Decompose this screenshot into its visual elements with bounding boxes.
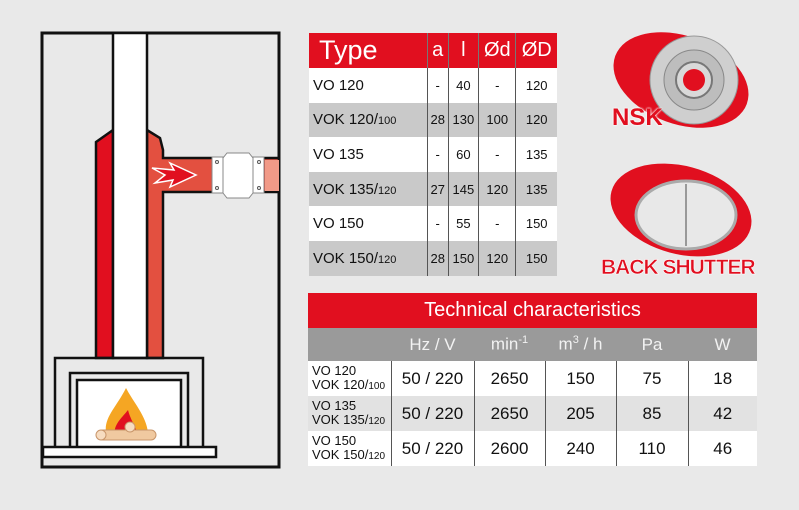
d-large-cell: 135 — [515, 171, 557, 207]
header-d-large: ØD — [515, 33, 557, 68]
d-large-cell: 135 — [515, 137, 557, 172]
table-row: VOK 135/120 27 145 120 135 — [309, 171, 557, 207]
header-a: a — [426, 33, 449, 68]
type-cell: VO 120 — [309, 68, 428, 103]
model-cell: VO 150 VOK 150/120 — [308, 431, 391, 466]
type-cell: VOK 135/120 — [309, 171, 428, 207]
l-cell: 40 — [447, 68, 479, 103]
l-cell: 150 — [447, 240, 479, 276]
hz-v-cell: 50 / 220 — [390, 361, 474, 396]
header-power: W — [688, 328, 757, 361]
l-cell: 55 — [447, 206, 479, 241]
flow-cell: 150 — [544, 361, 616, 396]
dimensions-table: Type a l Ød ØD VO 120 - 40 - 120 VOK 120/… — [309, 33, 557, 276]
table-header: Type a l Ød ØD — [309, 33, 557, 68]
flow-cell: 240 — [544, 431, 616, 466]
model-cell: VO 120 VOK 120/100 — [308, 361, 391, 396]
l-cell: 145 — [447, 171, 479, 207]
technical-table: Technical characteristics Hz / V min-1 m… — [308, 293, 757, 466]
header-type: Type — [309, 33, 428, 68]
d-small-cell: - — [478, 137, 516, 172]
l-cell: 60 — [447, 137, 479, 172]
flow-cell: 205 — [544, 396, 616, 431]
table-row: VOK 150/120 28 150 120 150 — [309, 240, 557, 276]
d-small-cell: 120 — [478, 171, 516, 207]
chimney-fan-diagram — [40, 31, 281, 469]
l-cell: 130 — [447, 102, 479, 138]
table-row: VO 150 VOK 150/120 50 / 220 2600 240 110 … — [308, 431, 757, 466]
logs-icon — [95, 421, 157, 441]
model-cell: VO 135 VOK 135/120 — [308, 396, 391, 431]
hz-v-cell: 50 / 220 — [390, 396, 474, 431]
technical-title: Technical characteristics — [308, 293, 757, 328]
type-cell: VO 135 — [309, 137, 428, 172]
type-cell: VOK 150/120 — [309, 240, 428, 276]
a-cell: - — [426, 137, 449, 172]
d-small-cell: 120 — [478, 240, 516, 276]
table-row: VO 135 VOK 135/120 50 / 220 2650 205 85 4… — [308, 396, 757, 431]
bearing-label: NSK — [612, 104, 663, 131]
back-shutter-badge: BACK SHUTTER — [601, 160, 761, 280]
power-cell: 46 — [687, 431, 757, 466]
table-row: VOK 120/100 28 130 100 120 — [309, 102, 557, 138]
header-hz-v: Hz / V — [391, 328, 474, 361]
d-large-cell: 120 — [515, 102, 557, 138]
header-model — [308, 328, 391, 361]
room-outline — [40, 31, 281, 469]
rpm-cell: 2650 — [473, 361, 545, 396]
power-cell: 42 — [687, 396, 757, 431]
header-pressure: Pa — [616, 328, 688, 361]
table-row: VO 120 VOK 120/100 50 / 220 2650 150 75 1… — [308, 361, 757, 396]
a-cell: - — [426, 68, 449, 103]
pressure-cell: 85 — [615, 396, 688, 431]
header-d-small: Ød — [478, 33, 516, 68]
flow-arrow-icon — [151, 161, 198, 189]
chimney-flue — [111, 31, 149, 360]
d-small-cell: - — [478, 68, 516, 103]
rpm-cell: 2650 — [473, 396, 545, 431]
shutter-label: BACK SHUTTER — [601, 256, 756, 280]
table-row: VO 135 - 60 - 135 — [309, 137, 557, 172]
table-row: VO 150 - 55 - 150 — [309, 206, 557, 241]
header-rpm: min-1 — [474, 328, 545, 361]
a-cell: - — [426, 206, 449, 241]
pressure-cell: 75 — [615, 361, 688, 396]
bearing-icon — [613, 32, 749, 128]
hz-v-cell: 50 / 220 — [390, 431, 474, 466]
table-row: VO 120 - 40 - 120 — [309, 68, 557, 103]
pressure-cell: 110 — [615, 431, 688, 466]
type-cell: VO 150 — [309, 206, 428, 241]
a-cell: 27 — [426, 171, 449, 207]
d-large-cell: 120 — [515, 68, 557, 103]
nsk-bearing-badge: NSK — [606, 28, 756, 132]
a-cell: 28 — [426, 240, 449, 276]
header-flow: m3 / h — [545, 328, 616, 361]
d-small-cell: 100 — [478, 102, 516, 138]
d-small-cell: - — [478, 206, 516, 241]
table-header: Hz / V min-1 m3 / h Pa W — [308, 328, 757, 361]
power-cell: 18 — [687, 361, 757, 396]
header-l: l — [447, 33, 479, 68]
a-cell: 28 — [426, 102, 449, 138]
fan-icon — [211, 152, 265, 199]
type-cell: VOK 120/100 — [309, 102, 428, 138]
rpm-cell: 2600 — [473, 431, 545, 466]
d-large-cell: 150 — [515, 206, 557, 241]
d-large-cell: 150 — [515, 240, 557, 276]
shutter-icon — [610, 163, 752, 257]
